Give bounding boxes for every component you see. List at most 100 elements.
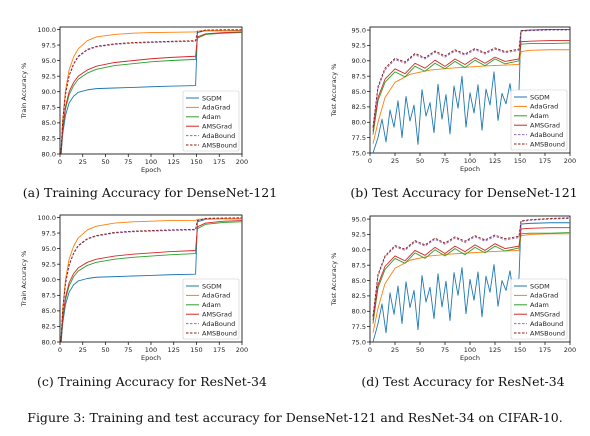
chart-b-y-tick-label: 75.0 [352,149,366,157]
chart-d-y-tick-label: 80.0 [352,308,366,316]
chart-b-y-tick-label: 95.0 [352,26,366,34]
chart-c-x-tick-label: 125 [168,346,180,354]
chart-c-legend-label: SGDM [202,282,222,290]
chart-c-x-axis-label: Epoch [141,354,161,362]
chart-b-legend-label: AdaBound [530,131,563,139]
chart-b-legend [510,89,568,151]
chart-d-x-tick-label: 75 [441,346,449,354]
chart-c-caption: (c) Training Accuracy for ResNet-34 [37,374,267,389]
chart-b-x-tick-label: 25 [391,157,399,165]
chart-a-y-tick-label: 82.5 [42,135,56,143]
chart-b-legend-label: AdaGrad [530,103,558,111]
chart-a-caption: (a) Training Accuracy for DenseNet-121 [23,185,277,200]
chart-b-legend-label: AMSBound [530,140,565,148]
chart-c-y-tick-label: 95.0 [42,245,56,253]
chart-c-y-tick-label: 87.5 [42,292,56,300]
chart-a-y-tick-label: 100.0 [37,26,56,34]
chart-c-y-tick-label: 100.0 [37,214,56,222]
chart-b: 0 25 50 75 100 125 150 175 200 75.0 77.5 80.0 82.5 85… [330,26,578,200]
chart-b-series-sgdm [372,29,570,153]
chart-a-y-tick-label: 90.0 [42,88,56,96]
chart-d-legend-label: Adam [530,301,549,309]
chart-b-series-adagrad [372,49,570,144]
chart-d-series-adabound [372,218,570,318]
chart-b-y-axis-label: Test Accuracy % [330,64,338,118]
chart-c-y-tick-label: 82.5 [42,323,56,331]
chart-d-x-tick-label: 150 [514,346,526,354]
chart-b-y-tick-label: 92.5 [352,42,366,50]
chart-d-y-tick-label: 87.5 [352,261,366,269]
chart-d-x-axis-label: Epoch [460,354,480,362]
chart-c-series-amsgrad [60,220,242,342]
chart-a-legend-label: SGDM [202,94,222,102]
chart-b-y-tick-label: 82.5 [352,103,366,111]
chart-c-y-tick-label: 97.5 [42,229,56,237]
chart-c-x-tick-label: 100 [145,346,157,354]
chart-a-series-sgdm [60,29,242,154]
chart-a-x-tick-label: 50 [101,158,109,166]
chart-a-x-tick-label: 175 [213,158,225,166]
chart-d-series-amsbound [372,217,570,317]
chart-b-y-tick-label: 77.5 [352,134,366,142]
chart-b-x-axis-label: Epoch [460,165,480,173]
chart-a-x-axis-label: Epoch [141,166,161,174]
chart-a-series-amsgrad [60,31,242,154]
chart-c-y-tick-label: 80.0 [42,338,56,346]
chart-c-y-axis-label: Train Accuracy % [20,251,28,308]
chart-c-series-adabound [60,217,242,342]
chart-c-legend-label: AdaGrad [202,292,230,300]
chart-c-series-adam [60,221,242,342]
chart-b-x-tick-label: 100 [464,157,476,165]
chart-c-legend [182,278,240,340]
chart-b-y-tick-label: 80.0 [352,119,366,127]
chart-a-y-tick-label: 85.0 [42,119,56,127]
chart-a-legend-label: AMSGrad [202,123,232,131]
chart-a-y-tick-label: 80.0 [42,150,56,158]
chart-c-x-tick-label: 25 [79,346,87,354]
chart-d-legend-label: AdaBound [530,320,563,328]
chart-d-y-tick-label: 90.0 [352,246,366,254]
chart-d-legend-label: SGDM [530,282,550,290]
chart-b-series-amsgrad [372,40,570,132]
chart-c: 0 25 50 75 100 125 150 175 200 80.0 82.5 85.0 87.5 90… [20,214,267,389]
chart-c-x-tick-label: 150 [190,346,202,354]
chart-b-caption: (b) Test Accuracy for DenseNet-121 [350,185,577,200]
chart-d-series-amsgrad [372,227,570,321]
chart-b-legend-label: SGDM [530,93,550,101]
chart-c-y-tick-label: 85.0 [42,307,56,315]
chart-d-y-tick-label: 82.5 [352,292,366,300]
chart-d-x-tick-label: 0 [368,346,372,354]
chart-a-x-tick-label: 100 [145,158,157,166]
chart-d-y-tick-label: 95.0 [352,215,366,223]
chart-a-legend [182,90,240,152]
chart-d-legend-label: AMSGrad [530,311,560,319]
chart-a-series-amsbound [60,29,242,154]
chart-a-y-tick-label: 87.5 [42,104,56,112]
chart-c-x-tick-label: 0 [58,346,62,354]
chart-a-x-tick-label: 200 [236,158,248,166]
chart-a-legend-label: AdaGrad [202,104,230,112]
chart-c-x-tick-label: 200 [236,346,248,354]
chart-a-x-tick-label: 25 [79,158,87,166]
chart-d-x-tick-label: 25 [391,346,399,354]
chart-d-x-tick-label: 125 [489,346,501,354]
chart-d-series-adam [372,232,570,324]
chart-b-legend-label: Adam [530,112,549,120]
chart-a-x-tick-label: 150 [190,158,202,166]
chart-d-x-tick-label: 175 [539,346,551,354]
chart-b-y-tick-label: 87.5 [352,72,366,80]
chart-d-series-adagrad [372,233,570,333]
chart-a-y-axis-label: Train Accuracy % [20,63,28,120]
charts-container: 0 25 50 75 100 125 150 175 200 80.0 82.5 85.0 87.5 90… [20,26,578,389]
chart-c-series-adagrad [60,218,242,342]
chart-c-x-tick-label: 50 [101,346,109,354]
chart-a-x-tick-label: 75 [124,158,132,166]
figure-caption: Figure 3: Training and test accuracy for… [27,410,562,425]
chart-a-legend-label: AdaBound [202,132,235,140]
chart-c-legend-label: Adam [202,301,221,309]
chart-d-y-tick-label: 85.0 [352,277,366,285]
chart-a-legend-label: AMSBound [202,141,237,149]
chart-c-x-tick-label: 75 [124,346,132,354]
chart-c-y-tick-label: 90.0 [42,276,56,284]
